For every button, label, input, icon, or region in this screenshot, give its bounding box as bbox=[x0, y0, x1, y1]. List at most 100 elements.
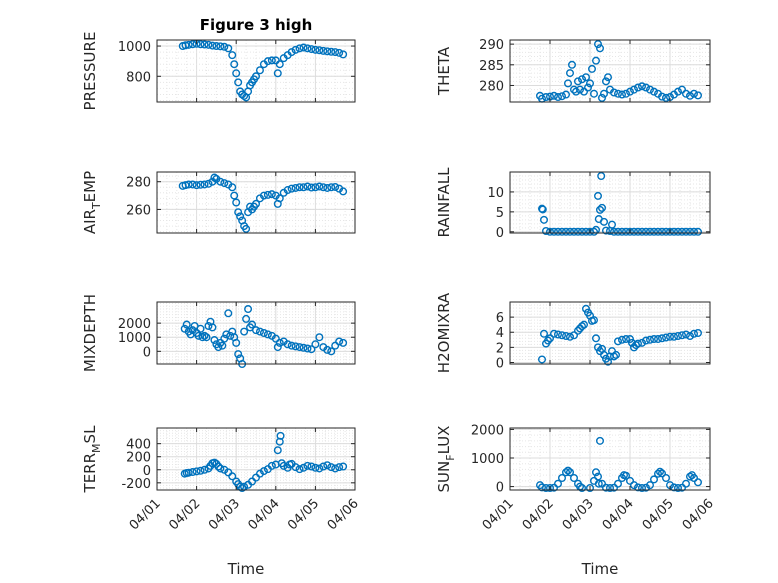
data-point bbox=[626, 476, 635, 485]
data-point bbox=[196, 466, 205, 475]
data-point bbox=[273, 446, 282, 455]
data-point bbox=[275, 194, 284, 203]
data-point bbox=[602, 483, 611, 492]
data-point bbox=[686, 227, 695, 236]
data-point bbox=[626, 227, 635, 236]
y-tick-label: 10 bbox=[487, 186, 504, 201]
data-point bbox=[220, 42, 229, 51]
data-point bbox=[319, 46, 328, 55]
data-point bbox=[540, 329, 549, 338]
axes-box bbox=[509, 427, 711, 491]
data-point bbox=[580, 320, 589, 329]
y-tick-label: -200 bbox=[121, 477, 151, 492]
data-point bbox=[232, 69, 241, 78]
data-point bbox=[580, 87, 589, 96]
data-point bbox=[242, 314, 251, 323]
data-point bbox=[608, 220, 617, 229]
x-tick-label: 04/06 bbox=[680, 496, 717, 533]
data-point bbox=[598, 203, 607, 212]
data-point bbox=[327, 183, 336, 192]
data-point bbox=[686, 91, 695, 100]
y-tick-label: 0 bbox=[496, 226, 504, 241]
data-point bbox=[694, 329, 703, 338]
data-point bbox=[634, 483, 643, 492]
y-tick-label: 400 bbox=[126, 438, 151, 453]
data-point bbox=[184, 468, 193, 477]
data-point bbox=[263, 330, 272, 339]
x-tick-label: 04/01 bbox=[480, 496, 517, 533]
data-point bbox=[574, 77, 583, 86]
data-point bbox=[678, 483, 687, 492]
figure-title: Figure 3 high bbox=[200, 16, 313, 34]
data-point bbox=[578, 75, 587, 84]
data-point bbox=[291, 183, 300, 192]
data-point bbox=[662, 227, 671, 236]
data-point bbox=[542, 227, 551, 236]
data-point bbox=[666, 227, 675, 236]
data-point bbox=[303, 44, 312, 53]
data-point bbox=[650, 475, 659, 484]
data-point bbox=[614, 227, 623, 236]
data-point bbox=[319, 462, 328, 471]
data-point bbox=[618, 227, 627, 236]
data-point bbox=[630, 85, 639, 94]
data-point bbox=[216, 464, 225, 473]
y-tick-label: 2000 bbox=[471, 423, 504, 438]
data-point bbox=[220, 179, 229, 188]
data-point bbox=[255, 327, 264, 336]
data-point bbox=[228, 472, 237, 481]
data-point bbox=[554, 93, 563, 102]
data-point bbox=[188, 180, 197, 189]
y-tick-label: 0 bbox=[496, 481, 504, 496]
data-point bbox=[610, 227, 619, 236]
data-point bbox=[192, 467, 201, 476]
data-point bbox=[662, 474, 671, 483]
data-point bbox=[582, 227, 591, 236]
data-point bbox=[634, 339, 643, 348]
data-point bbox=[566, 468, 575, 477]
data-point bbox=[198, 333, 207, 342]
data-point bbox=[598, 479, 607, 488]
data-point bbox=[311, 183, 320, 192]
data-point bbox=[323, 345, 332, 354]
data-point bbox=[546, 334, 555, 343]
data-point bbox=[646, 481, 655, 490]
data-point bbox=[339, 462, 348, 471]
data-point bbox=[263, 57, 272, 66]
data-point bbox=[240, 91, 249, 100]
data-point bbox=[614, 337, 623, 346]
data-point bbox=[594, 479, 603, 488]
data-point bbox=[622, 471, 631, 480]
data-point bbox=[315, 182, 324, 191]
data-point bbox=[550, 227, 559, 236]
data-point bbox=[558, 331, 567, 340]
data-point bbox=[208, 41, 217, 50]
data-point bbox=[204, 40, 213, 49]
data-point bbox=[542, 93, 551, 102]
x-tick-label: 04/03 bbox=[206, 496, 243, 533]
data-point bbox=[678, 227, 687, 236]
data-point bbox=[570, 474, 579, 483]
data-point bbox=[578, 484, 587, 493]
data-point bbox=[303, 344, 312, 353]
data-point bbox=[682, 479, 691, 488]
data-point bbox=[196, 180, 205, 189]
data-point bbox=[291, 342, 300, 351]
data-point bbox=[184, 180, 193, 189]
data-point bbox=[295, 183, 304, 192]
y-tick-label: 280 bbox=[479, 79, 504, 94]
data-point bbox=[248, 320, 257, 329]
data-point bbox=[232, 338, 241, 347]
y-tick-label: 5 bbox=[496, 206, 504, 221]
data-point bbox=[562, 227, 571, 236]
axes-box bbox=[509, 301, 711, 365]
data-point bbox=[240, 327, 249, 336]
data-point bbox=[670, 227, 679, 236]
data-point bbox=[218, 341, 227, 350]
data-point bbox=[200, 40, 209, 49]
x-tick-label: 04/02 bbox=[520, 496, 557, 533]
data-point bbox=[214, 343, 223, 352]
data-point bbox=[638, 227, 647, 236]
